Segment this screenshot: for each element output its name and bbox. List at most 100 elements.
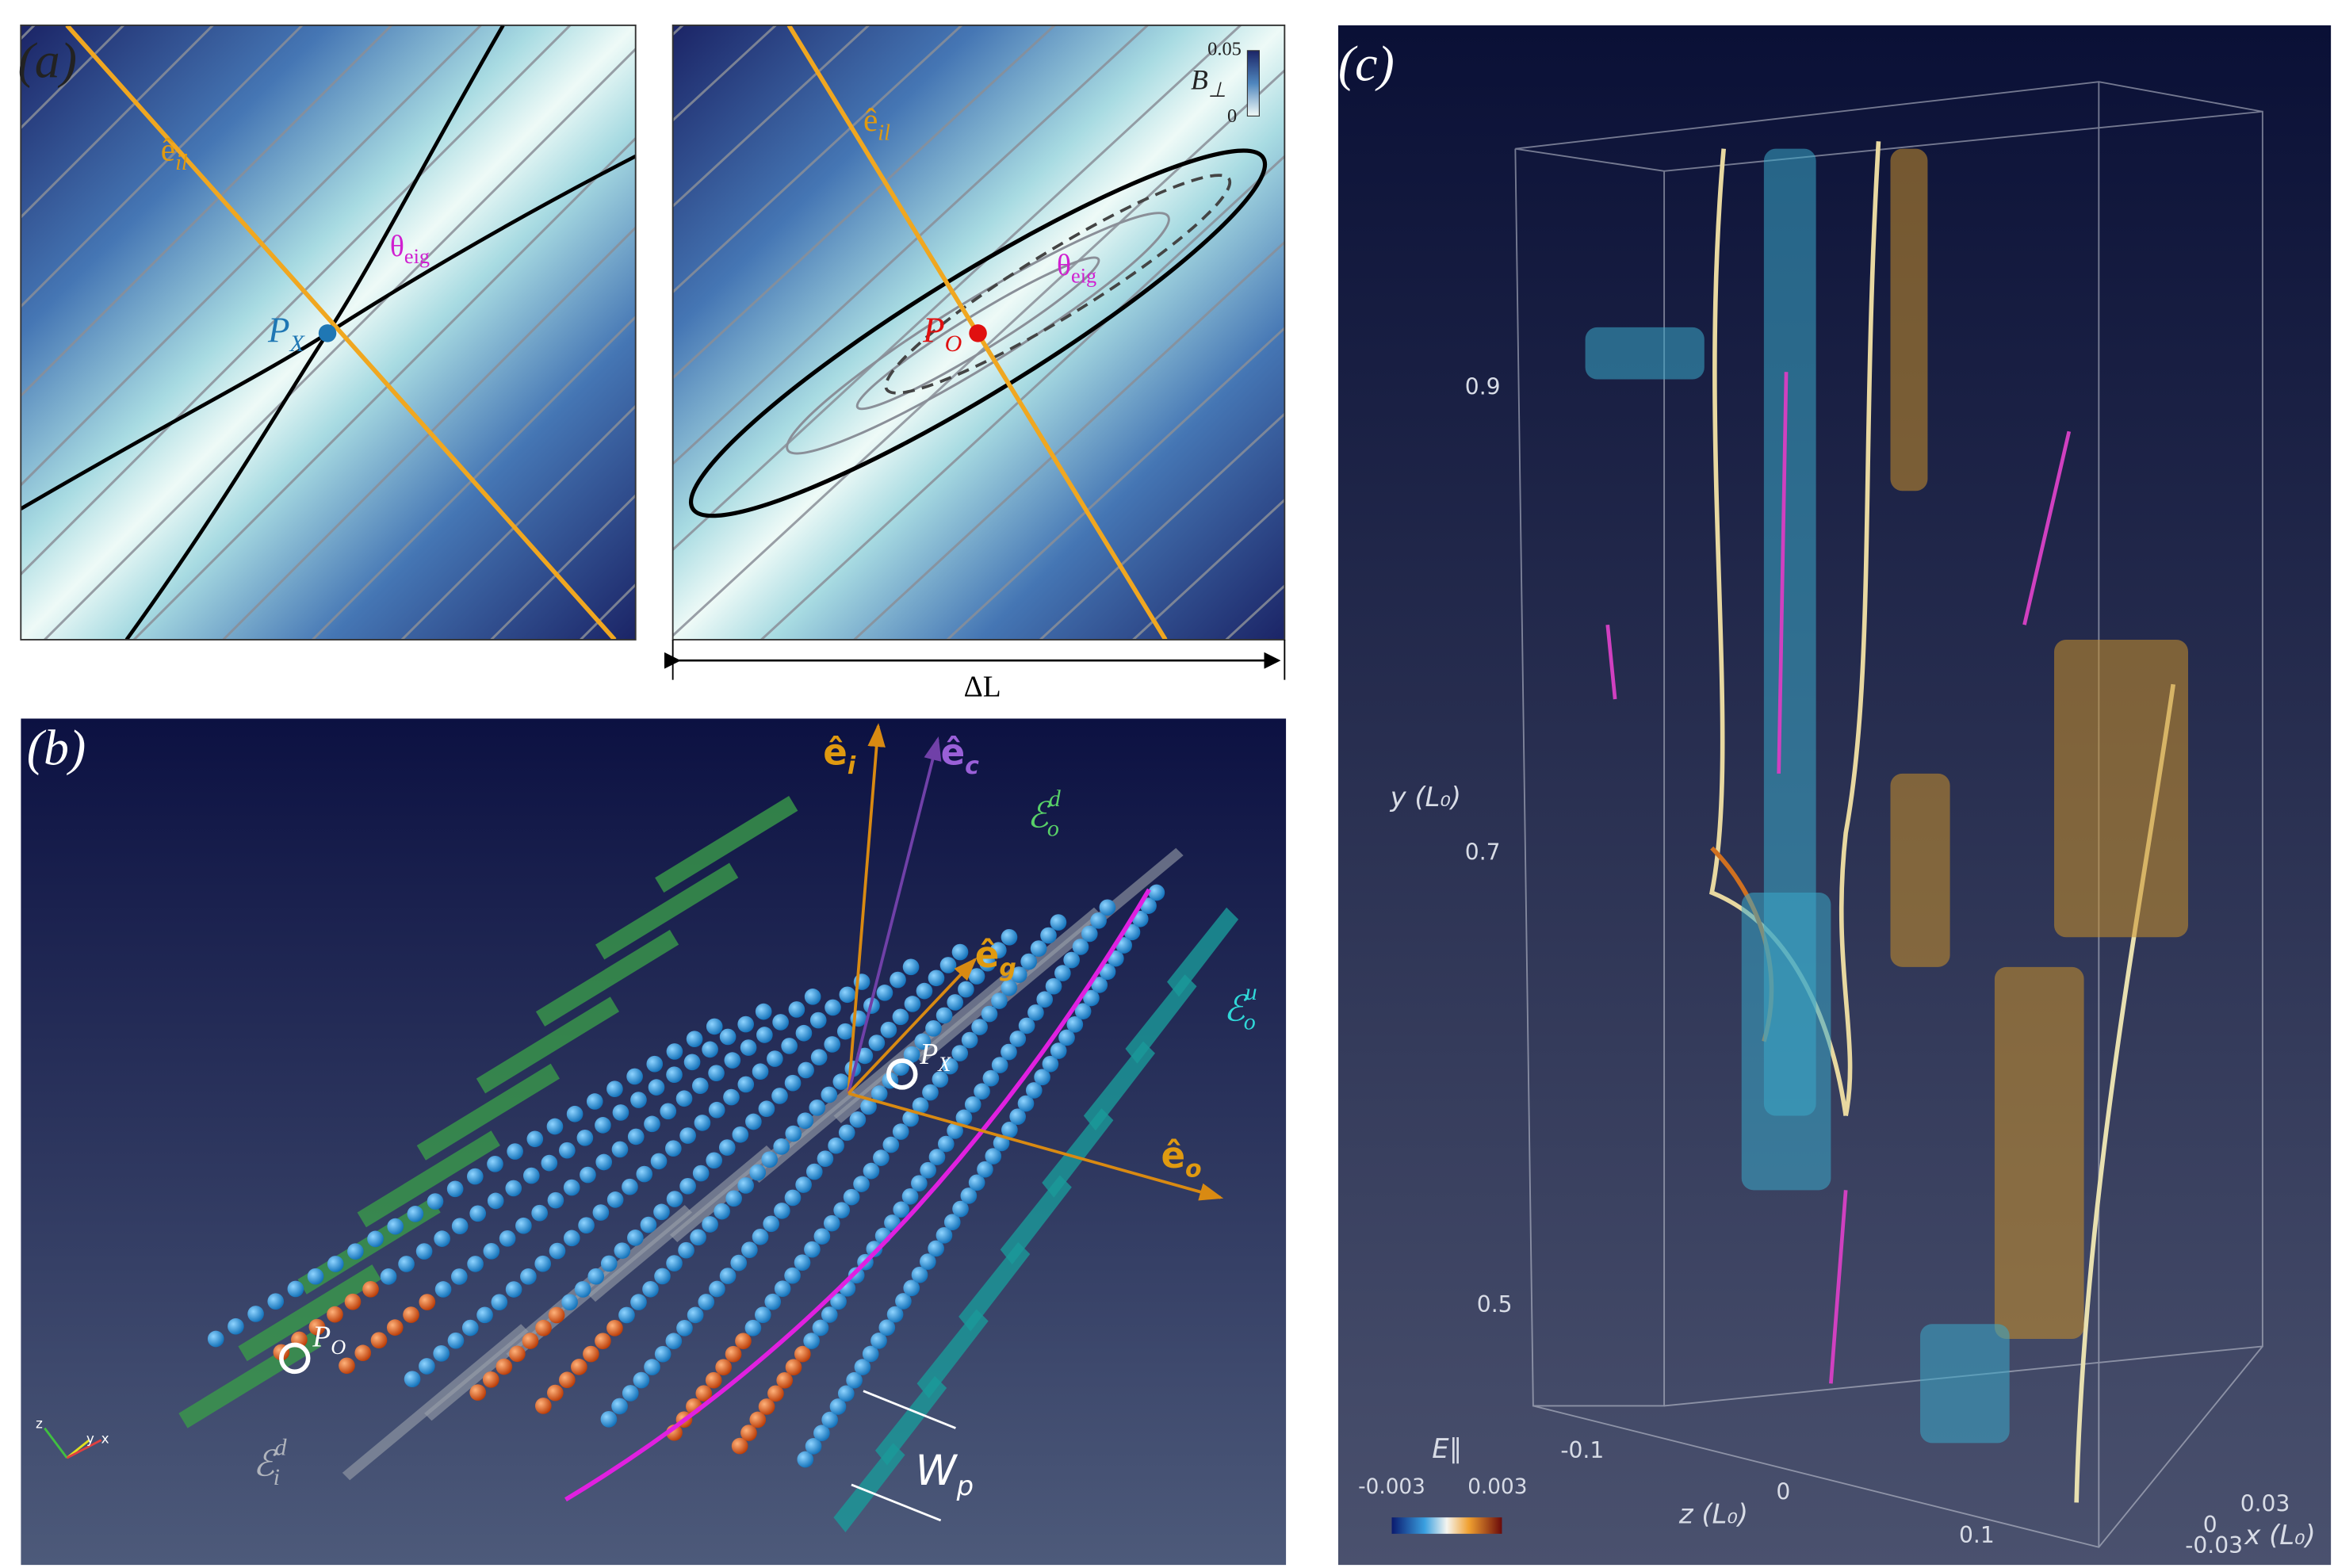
sphere-blue: [622, 1385, 639, 1402]
sphere-blue: [795, 1176, 812, 1193]
current-sheet: [1995, 967, 2084, 1339]
sphere-blue: [679, 1127, 696, 1144]
sphere-blue: [925, 1020, 942, 1037]
sphere-blue: [772, 1014, 789, 1031]
sphere-blue: [654, 1268, 671, 1285]
x-axis-title: x (L₀): [2244, 1520, 2315, 1551]
sphere-blue: [853, 1176, 870, 1192]
sphere-orange: [483, 1371, 499, 1388]
sphere-blue: [614, 1242, 630, 1259]
sphere-blue: [839, 986, 855, 1003]
sphere-blue: [687, 1031, 703, 1047]
sphere-blue: [804, 1241, 821, 1258]
sphere-blue: [763, 1216, 779, 1233]
sphere-blue: [947, 994, 963, 1011]
text-part: θ: [1057, 250, 1071, 282]
sphere-blue: [507, 1143, 523, 1160]
current-sheet: [2054, 640, 2188, 937]
sphere-blue: [698, 1294, 714, 1310]
sphere-orange: [595, 1333, 611, 1349]
sphere-orange: [387, 1319, 404, 1336]
sphere-blue: [644, 1359, 660, 1375]
sphere-blue: [837, 1023, 854, 1040]
current-sheet: [1742, 893, 1831, 1190]
text-part: X: [937, 1053, 951, 1076]
sphere-blue: [725, 1190, 742, 1207]
sphere-blue: [825, 1000, 841, 1016]
current-sheet: [1920, 1324, 2010, 1443]
text-part: il: [175, 151, 188, 175]
sphere-blue: [785, 1190, 802, 1207]
y-tick-label: 0.9: [1465, 373, 1501, 400]
sphere-blue: [809, 1100, 825, 1116]
sphere-blue: [706, 1152, 722, 1168]
text-part: d: [1049, 786, 1062, 812]
sphere-blue: [893, 1123, 909, 1140]
sphere-blue: [824, 1036, 840, 1053]
sphere-blue: [692, 1077, 709, 1094]
sphere-blue: [821, 1087, 837, 1103]
sphere-orange: [535, 1398, 552, 1414]
sphere-blue: [288, 1281, 304, 1298]
sphere-blue: [720, 1029, 737, 1046]
text-part: ê: [823, 732, 848, 774]
sphere-blue: [877, 985, 893, 1001]
text-part: O: [945, 331, 962, 357]
sphere-blue: [387, 1218, 404, 1235]
text-part: P: [919, 1038, 938, 1071]
page: {"panels":{ "a":{"label":"(a)", "left":{…: [0, 0, 2334, 1568]
sphere-blue: [958, 981, 974, 998]
sphere-blue: [433, 1345, 450, 1362]
sphere-orange: [571, 1359, 587, 1375]
sphere-blue: [708, 1065, 725, 1081]
sphere-blue: [882, 1137, 899, 1153]
text-part: O: [331, 1336, 346, 1359]
sphere-blue: [1100, 899, 1116, 916]
sphere-blue: [564, 1230, 580, 1247]
sphere-blue: [893, 1009, 909, 1026]
x-point: [319, 324, 337, 342]
sphere-blue: [981, 1006, 998, 1023]
sphere-blue: [611, 1398, 628, 1415]
sphere-blue: [267, 1293, 284, 1310]
sphere-blue: [660, 1103, 676, 1119]
sphere-blue: [789, 1001, 805, 1018]
sphere-blue: [833, 1202, 850, 1218]
sphere-blue: [781, 1038, 798, 1054]
sphere-blue: [723, 1089, 740, 1106]
sphere-blue: [630, 1294, 647, 1310]
text-part: il: [878, 120, 890, 145]
sphere-blue: [642, 1281, 659, 1298]
sphere-orange: [583, 1346, 599, 1363]
sphere-blue: [575, 1281, 591, 1298]
sphere-blue: [745, 1114, 762, 1130]
current-sheet: [1586, 327, 1705, 380]
sphere-blue: [618, 1307, 635, 1324]
triad-label: z: [36, 1416, 43, 1432]
sphere-blue: [462, 1320, 479, 1337]
sphere-blue: [601, 1411, 618, 1428]
sphere-orange: [559, 1371, 576, 1388]
sphere-blue: [761, 1151, 778, 1168]
sphere-blue: [653, 1204, 670, 1221]
text-part: ê: [1161, 1134, 1185, 1176]
sphere-blue: [709, 1281, 725, 1298]
sphere-blue: [549, 1243, 566, 1260]
text-part: i: [848, 752, 856, 780]
sphere-blue: [832, 1073, 849, 1090]
sphere-blue: [367, 1231, 384, 1248]
sphere-blue: [756, 1027, 773, 1043]
sphere-blue: [714, 1203, 730, 1220]
colorbar-max: 0.05: [1207, 38, 1242, 59]
sphere-blue: [817, 1150, 834, 1167]
sphere-blue: [506, 1281, 522, 1298]
sphere-blue: [702, 1042, 718, 1058]
sphere-blue: [606, 1080, 623, 1097]
sphere-blue: [824, 1215, 840, 1232]
sphere-blue: [844, 1189, 860, 1206]
sphere-blue: [587, 1093, 603, 1110]
text-part: ⊥: [1208, 78, 1226, 101]
triad-label: y: [86, 1430, 94, 1446]
sphere-blue: [651, 1153, 668, 1170]
sphere-blue: [784, 1268, 801, 1284]
